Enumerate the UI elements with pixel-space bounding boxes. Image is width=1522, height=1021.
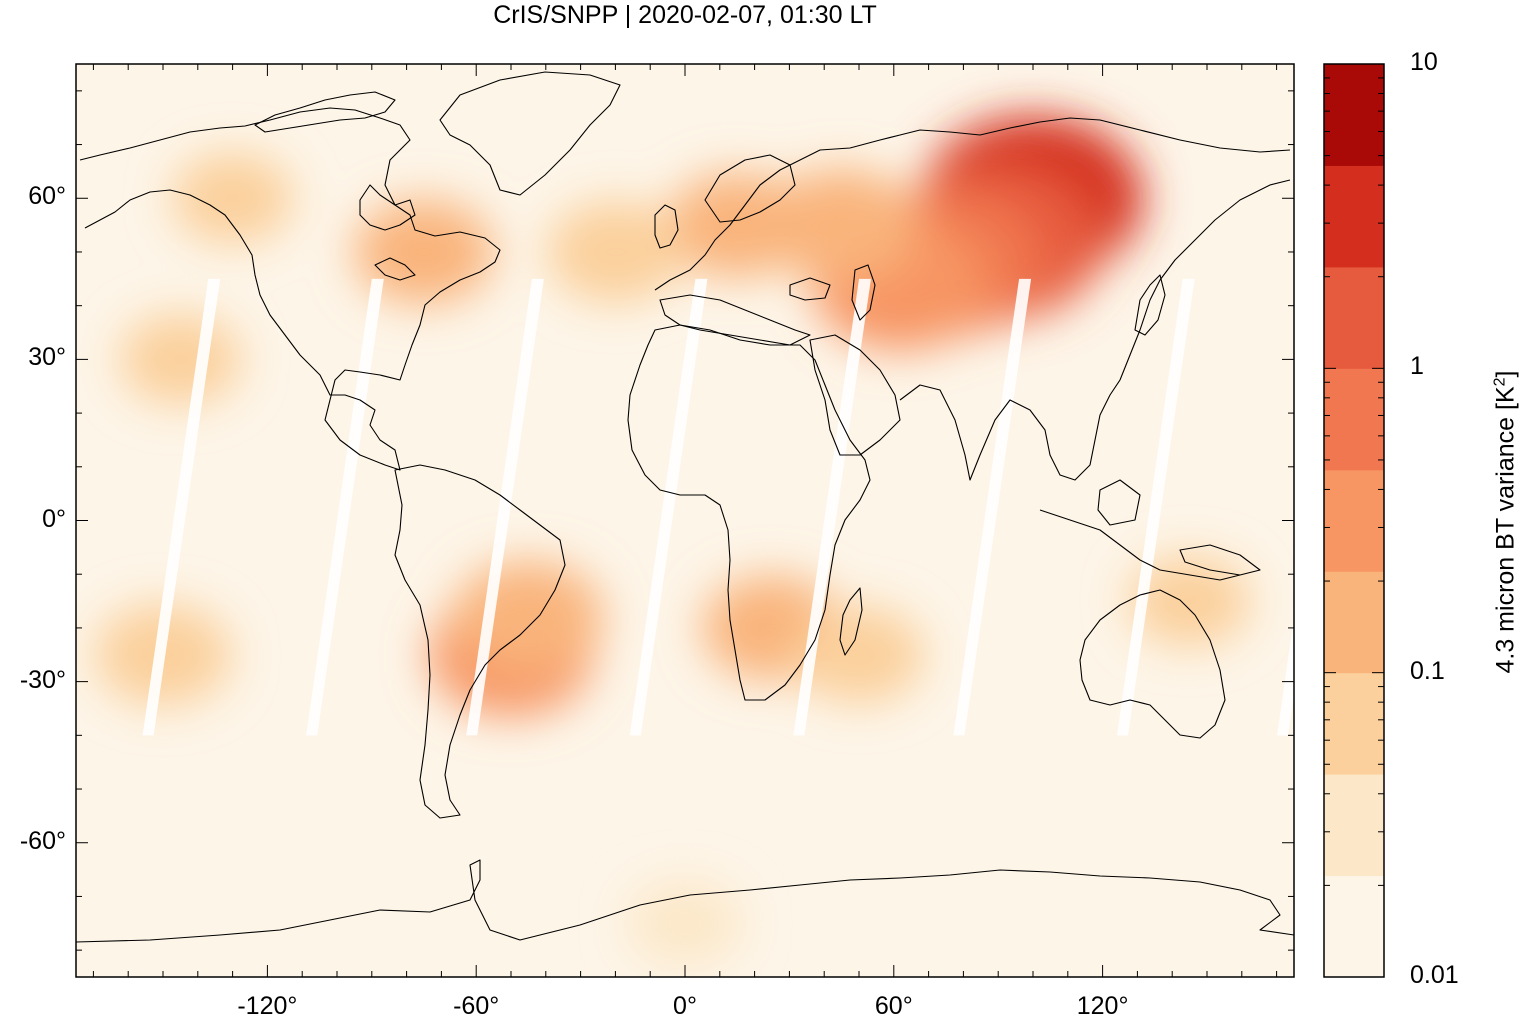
orbit-gap	[306, 278, 384, 736]
coast-north-america	[79, 107, 501, 471]
coast-great-lakes	[374, 257, 416, 281]
y-tick-label: 0°	[42, 504, 66, 533]
colorbar-band	[1324, 672, 1384, 775]
coast-japan	[1134, 274, 1166, 336]
heat-region	[546, 200, 685, 304]
colorbar-tick-label: 0.1	[1410, 656, 1445, 685]
coast-antarctica	[76, 859, 1294, 943]
heat-region	[793, 605, 925, 704]
coast-indonesia	[1039, 509, 1241, 581]
coast-south-america	[394, 464, 566, 819]
orbit-gap	[629, 278, 708, 736]
orbit-gap	[1277, 617, 1294, 736]
colorbar-tick-label: 1	[1410, 352, 1424, 381]
coast-africa	[627, 324, 871, 701]
colorbar-band	[1324, 469, 1384, 572]
colorbar-band	[1324, 774, 1384, 877]
y-tick-label: -30°	[19, 665, 66, 694]
heat-region	[766, 168, 917, 282]
coast-australia	[1079, 589, 1226, 739]
coast-borneo	[1097, 479, 1141, 526]
colorbar	[1323, 63, 1385, 978]
colorbar-tick-label: 10	[1410, 48, 1438, 76]
colorbar-label: 4.3 micron BT variance [K2]	[1491, 370, 1520, 674]
colorbar-tick-label: 0.01	[1410, 961, 1459, 989]
coast-scandinavia	[704, 154, 796, 223]
orbit-gap	[1117, 278, 1195, 736]
x-tick-label: -120°	[237, 992, 298, 1020]
y-tick-label: -60°	[19, 826, 66, 855]
heat-region	[171, 152, 294, 244]
colorbar-bands	[1324, 64, 1384, 978]
coast-caspian	[851, 264, 876, 321]
colorbar-band	[1324, 368, 1384, 471]
x-tick-label: 0°	[673, 992, 697, 1020]
coast-hudson-bay	[359, 184, 416, 231]
orbit-gap	[466, 278, 544, 736]
heat-region	[354, 199, 494, 305]
coast-uk	[654, 204, 679, 249]
x-tick-label: -60°	[453, 992, 500, 1020]
orbit-gap	[142, 278, 221, 736]
colorbar-band	[1324, 165, 1384, 268]
coast-arabia	[809, 334, 901, 456]
heat-region	[667, 172, 808, 278]
orbit-gap	[953, 278, 1032, 736]
colorbar-band	[1324, 64, 1384, 166]
heat-region	[626, 879, 744, 967]
coast-new-guinea	[1179, 544, 1261, 576]
colorbar-band	[1324, 571, 1384, 674]
coastlines	[76, 71, 1294, 943]
heat-region	[1128, 555, 1251, 647]
y-tick-label: 60°	[28, 182, 66, 211]
colorbar-band	[1324, 875, 1384, 978]
heat-region	[119, 313, 242, 406]
heat-region	[453, 560, 604, 674]
chart-title: CrIS/SNPP | 2020-02-07, 01:30 LT	[493, 1, 877, 29]
x-tick-label: 60°	[874, 992, 913, 1020]
colorbar-band	[1324, 266, 1384, 369]
coast-greenland	[439, 71, 621, 196]
coast-asia-south	[899, 179, 1291, 481]
coast-europe	[654, 117, 1291, 291]
coast-black-sea	[789, 277, 831, 301]
coast-arctic-islands	[254, 91, 396, 133]
x-tick-label: 120°	[1076, 992, 1129, 1020]
coast-madagascar	[839, 587, 863, 656]
y-tick-label: 30°	[28, 343, 66, 372]
orbit-gap	[793, 278, 871, 736]
